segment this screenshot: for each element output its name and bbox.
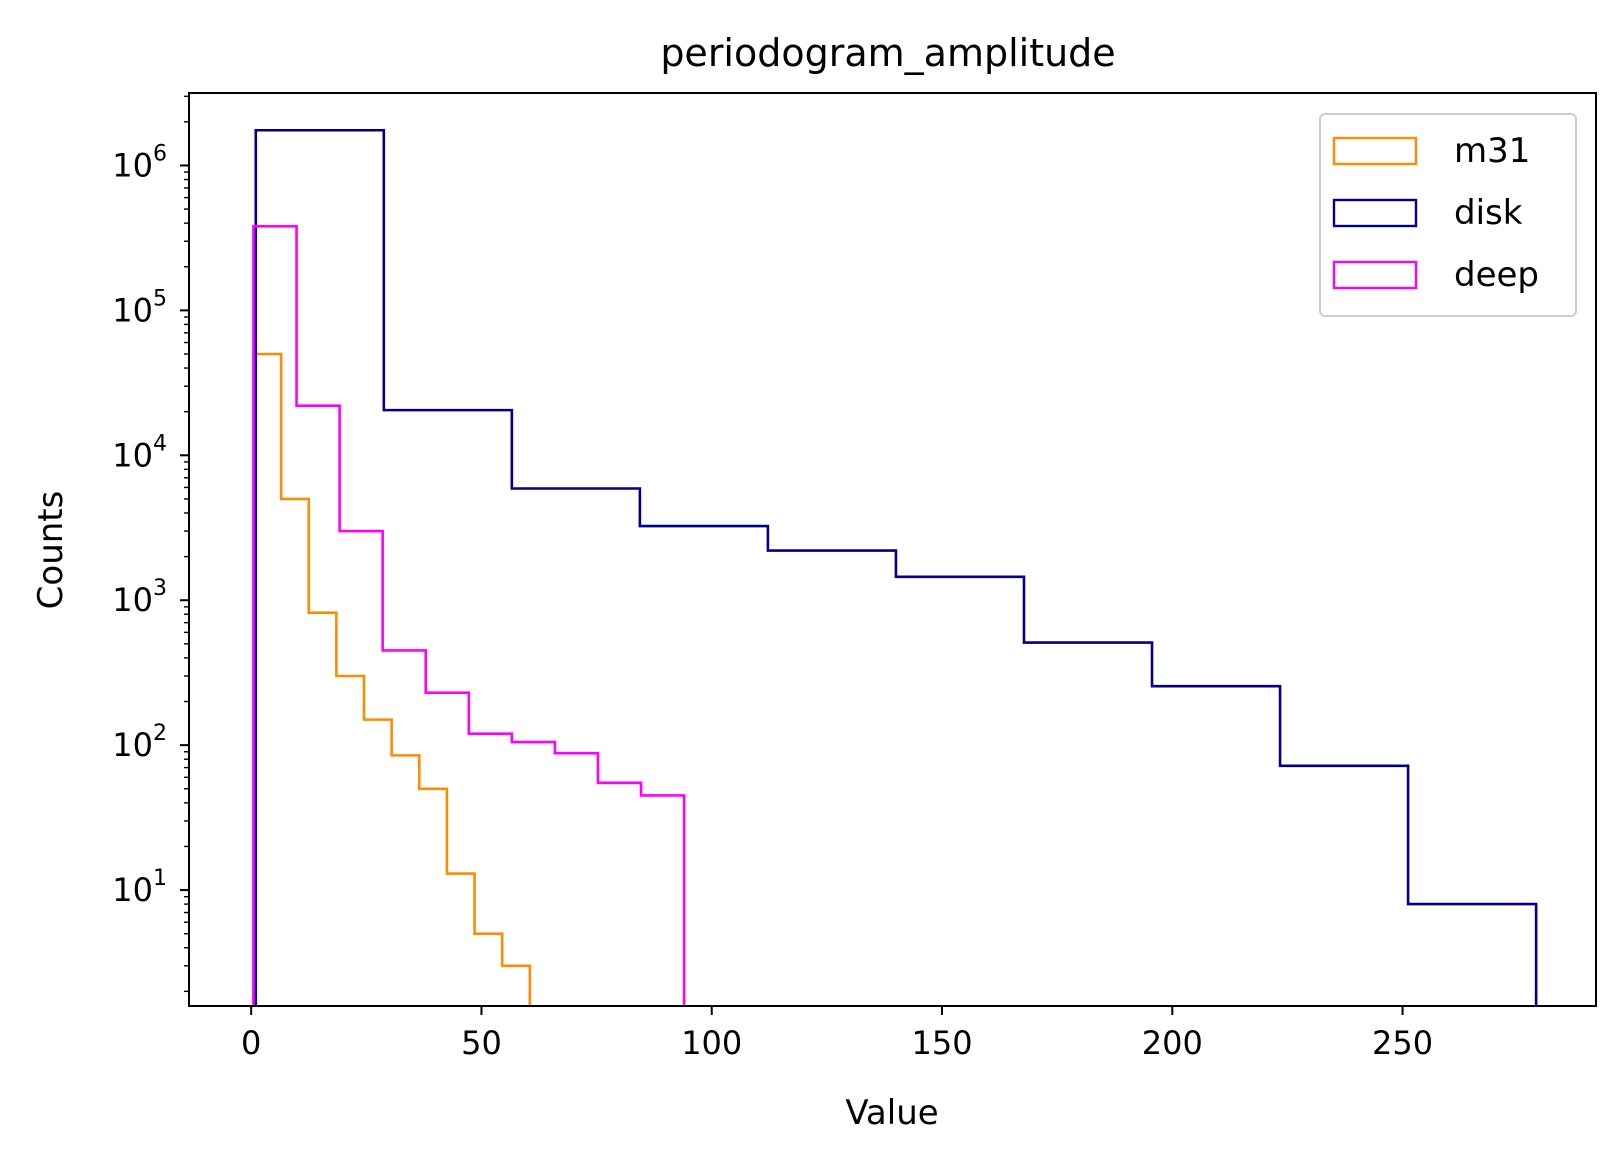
x-axis: 0 50 100 150 200 250 [241,1006,1433,1062]
legend-swatch-m31 [1332,136,1418,166]
y-tick-label: 103 [112,576,167,619]
y-tick-label: 101 [112,866,167,909]
x-tick-label: 250 [1372,1024,1433,1062]
y-axis: 101 102 103 104 105 106 [112,95,189,993]
legend-swatch-disk [1332,198,1418,228]
x-tick-label: 150 [911,1024,972,1062]
y-tick-label: 104 [112,431,167,474]
series-layer [252,128,1538,1006]
x-tick-label: 100 [681,1024,742,1062]
legend-label-disk: disk [1454,193,1523,233]
plot-frame [188,92,1597,1007]
x-tick-label: 0 [241,1024,261,1062]
legend-label-m31: m31 [1454,131,1530,171]
y-axis-label: Counts [31,491,71,610]
x-tick-label: 200 [1142,1024,1203,1062]
series-deep-steps [252,225,686,1006]
legend: m31 disk deep [1319,113,1577,317]
x-axis-label: Value [845,1093,938,1133]
legend-label-deep: deep [1454,255,1539,295]
x-tick-label: 50 [461,1024,502,1062]
chart-title: periodogram_amplitude [660,31,1115,75]
series-m31-steps [252,352,532,1006]
series-disk-steps [254,128,1538,1006]
y-tick-label: 102 [112,721,167,764]
legend-swatch-deep [1332,260,1418,290]
y-tick-label: 106 [112,141,167,184]
y-tick-label: 105 [112,286,167,329]
